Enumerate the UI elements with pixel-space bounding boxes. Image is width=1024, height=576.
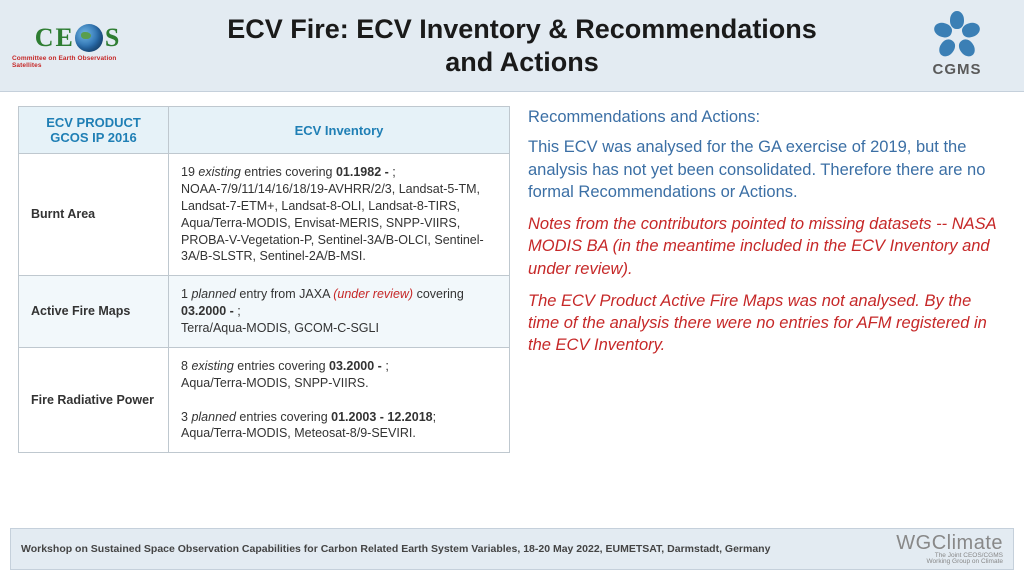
table-row: Fire Radiative Power 8 existing entries … — [19, 347, 510, 452]
inventory-table: ECV PRODUCT GCOS IP 2016 ECV Inventory B… — [18, 106, 510, 453]
wgclimate-logo: WGClimate The Joint CEOS/CGMS Working Gr… — [896, 533, 1003, 566]
table-header-inventory: ECV Inventory — [169, 107, 510, 154]
row-label-fire-radiative: Fire Radiative Power — [19, 347, 169, 452]
recommendations-body: This ECV was analysed for the GA exercis… — [528, 136, 1006, 203]
slide-header: CE S Committee on Earth Observation Sate… — [0, 0, 1024, 92]
row-label-burnt-area: Burnt Area — [19, 154, 169, 276]
table-row: Burnt Area 19 existing entries covering … — [19, 154, 510, 276]
ceos-tagline: Committee on Earth Observation Satellite… — [12, 55, 142, 69]
contributor-note-2: The ECV Product Active Fire Maps was not… — [528, 290, 1006, 357]
ceos-logo: CE S Committee on Earth Observation Sate… — [12, 23, 142, 69]
cgms-star-icon — [934, 13, 980, 59]
row-content-active-fire: 1 planned entry from JAXA (under review)… — [169, 276, 510, 348]
recommendations-column: Recommendations and Actions: This ECV wa… — [528, 106, 1006, 453]
slide-content: ECV PRODUCT GCOS IP 2016 ECV Inventory B… — [0, 92, 1024, 453]
recommendations-heading: Recommendations and Actions: — [528, 106, 1006, 128]
table-header-product: ECV PRODUCT GCOS IP 2016 — [19, 107, 169, 154]
footer-text: Workshop on Sustained Space Observation … — [21, 543, 896, 555]
slide-title: ECV Fire: ECV Inventory & Recommendation… — [142, 13, 902, 78]
row-content-fire-radiative: 8 existing entries covering 03.2000 - ; … — [169, 347, 510, 452]
cgms-logo: CGMS — [902, 13, 1012, 78]
slide-footer: Workshop on Sustained Space Observation … — [10, 528, 1014, 570]
row-label-active-fire: Active Fire Maps — [19, 276, 169, 348]
contributor-note-1: Notes from the contributors pointed to m… — [528, 213, 1006, 280]
row-content-burnt-area: 19 existing entries covering 01.1982 - ;… — [169, 154, 510, 276]
table-row: Active Fire Maps 1 planned entry from JA… — [19, 276, 510, 348]
earth-icon — [75, 24, 103, 52]
cgms-label: CGMS — [933, 61, 982, 78]
